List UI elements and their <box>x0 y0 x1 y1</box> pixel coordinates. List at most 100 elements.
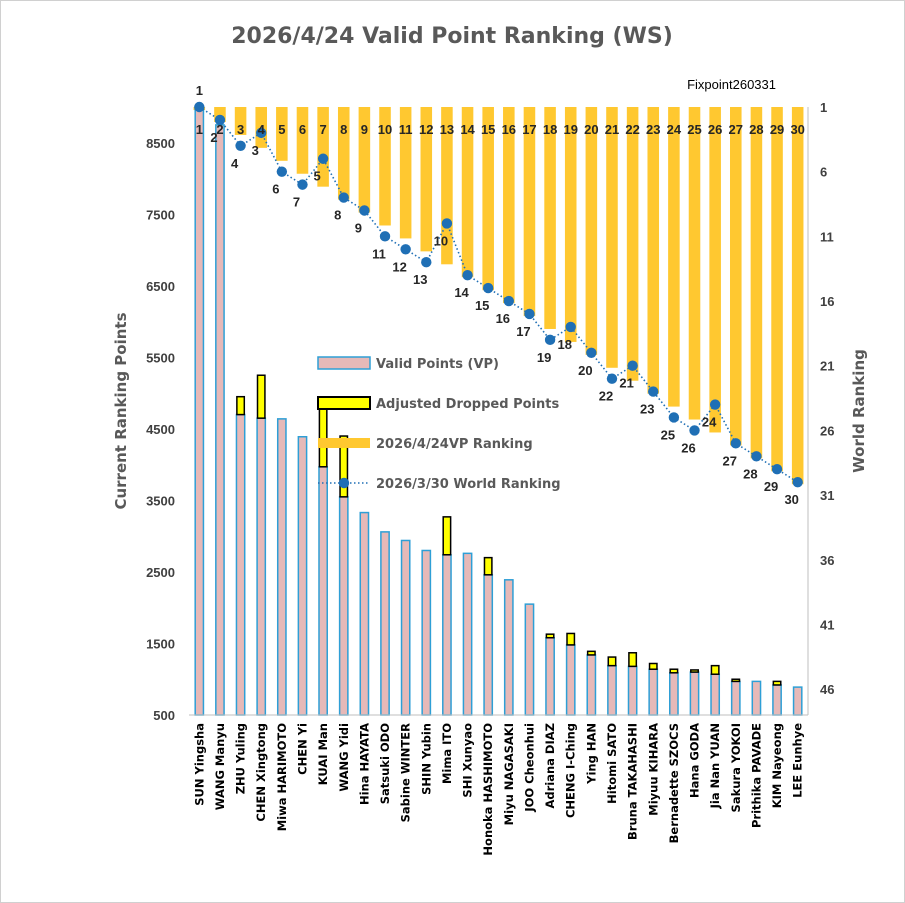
vp-bar <box>400 539 411 716</box>
y2-axis-label: World Ranking <box>850 349 868 473</box>
world-rank-label: 6 <box>272 182 279 197</box>
vp-rank-bar <box>317 107 329 187</box>
dropped-bar <box>566 632 576 646</box>
world-ranking-point <box>359 205 370 216</box>
world-rank-label: 10 <box>434 233 448 248</box>
world-rank-label: 25 <box>661 427 675 442</box>
vp-bar <box>462 552 473 716</box>
vp-bar <box>380 531 390 716</box>
world-ranking-point <box>524 308 535 320</box>
vp-rank-label: 28 <box>749 122 763 137</box>
world-ranking-point <box>276 166 288 177</box>
world-ranking-point <box>194 101 205 113</box>
vp-rank-label: 9 <box>361 122 368 137</box>
category-label: Sakura YOKOI <box>729 723 743 812</box>
vp-bar <box>648 668 659 716</box>
vp-rank-bar <box>296 107 309 174</box>
vp-bar <box>256 417 267 716</box>
category-label: SHIN Yubin <box>419 723 433 795</box>
world-rank-label: 3 <box>252 143 259 158</box>
vp-rank-label: 16 <box>502 122 516 137</box>
vp-bar <box>503 579 514 716</box>
vp-bar <box>627 665 638 716</box>
vp-bar <box>545 636 555 716</box>
dropped-bar <box>669 668 679 674</box>
world-rank-label: 22 <box>599 389 613 404</box>
category-label: Miwa HARIMOTO <box>275 723 289 831</box>
category-label: CHEN Yi <box>295 723 309 775</box>
world-ranking-point <box>338 192 349 203</box>
world-ranking-line <box>194 101 803 488</box>
dropped-bar <box>690 669 699 673</box>
category-label: Miyu NAGASAKI <box>502 723 516 825</box>
category-label: KUAI Man <box>316 723 330 785</box>
vp-bar <box>276 418 287 716</box>
vp-rank-label: 17 <box>522 122 536 137</box>
category-label: Sabine WINTER <box>399 723 413 822</box>
vp-bar <box>194 106 205 716</box>
legend-swatch-vp-ranking <box>318 438 370 448</box>
vp-rank-label: 14 <box>460 122 475 137</box>
vp-rank-label: 5 <box>278 122 285 137</box>
world-ranking-point <box>544 334 556 346</box>
category-label: LEE Eunhye <box>791 723 805 798</box>
legend: Valid Points (VP) Adjusted Dropped Points… <box>317 356 561 492</box>
world-rank-label: 2 <box>210 130 217 145</box>
category-label: Miyuu KIHARA <box>646 723 660 816</box>
world-ranking-point <box>606 373 618 384</box>
world-rank-label: 21 <box>619 376 633 391</box>
axes: 5001500250035004500550065007500850016111… <box>146 100 834 856</box>
category-label: Bruna TAKAHASHI <box>626 723 640 840</box>
vp-ranking-bars <box>193 107 804 485</box>
vp-rank-bar <box>234 107 247 135</box>
vp-bar <box>710 673 721 716</box>
vp-rank-label: 3 <box>237 122 244 137</box>
dropped-bar <box>483 556 493 576</box>
y-tick-label: 7500 <box>146 207 175 222</box>
y2-tick-label: 6 <box>820 165 827 180</box>
world-ranking-point <box>668 412 680 423</box>
vp-rank-bar <box>688 107 701 420</box>
vp-rank-label: 26 <box>708 122 722 137</box>
world-rank-label: 20 <box>578 363 592 378</box>
vp-rank-bar <box>399 107 412 239</box>
category-label: Prithika PAVADE <box>749 723 763 828</box>
vp-rank-label: 15 <box>481 122 495 137</box>
y-tick-label: 2500 <box>146 565 175 580</box>
vp-rank-bar <box>255 107 267 148</box>
vp-rank-label: 1 <box>196 122 203 137</box>
world-ranking-polyline <box>198 106 799 483</box>
vp-bar <box>772 684 782 716</box>
y2-tick-label: 36 <box>820 553 834 568</box>
vp-rank-bar <box>379 107 391 226</box>
vp-rank-bar <box>358 107 371 213</box>
category-label: KIM Nayeong <box>770 723 784 808</box>
category-label: Mima ITO <box>440 723 454 784</box>
vp-bar <box>338 496 349 716</box>
vp-rank-bar <box>420 107 433 252</box>
vp-bar <box>751 680 762 716</box>
world-ranking-point <box>627 360 638 371</box>
vp-rank-bar <box>585 107 598 355</box>
vp-rank-bar <box>771 107 783 472</box>
dropped-bar <box>586 650 596 656</box>
category-label: WANG Manyu <box>213 723 227 810</box>
vp-bar <box>359 511 370 716</box>
world-rank-label: 5 <box>313 169 320 184</box>
vp-rank-label: 19 <box>563 122 577 137</box>
vp-rank-label: 27 <box>729 122 743 137</box>
world-ranking-point <box>441 218 453 229</box>
category-label: JOO Cheonhui <box>522 723 536 813</box>
y2-tick-label: 31 <box>820 488 834 503</box>
world-rank-label: 27 <box>723 453 737 468</box>
vp-rank-label: 23 <box>646 122 660 137</box>
world-ranking-point <box>256 127 267 139</box>
y-tick-label: 6500 <box>146 279 175 294</box>
vp-rank-bar <box>750 107 763 459</box>
y2-tick-label: 16 <box>820 294 834 309</box>
vp-bar <box>442 554 452 716</box>
dropped-bar <box>236 395 246 416</box>
dropped-points-bars <box>236 374 782 686</box>
y2-tick-label: 11 <box>820 229 834 244</box>
category-label: CHEN Xingtong <box>254 723 268 822</box>
